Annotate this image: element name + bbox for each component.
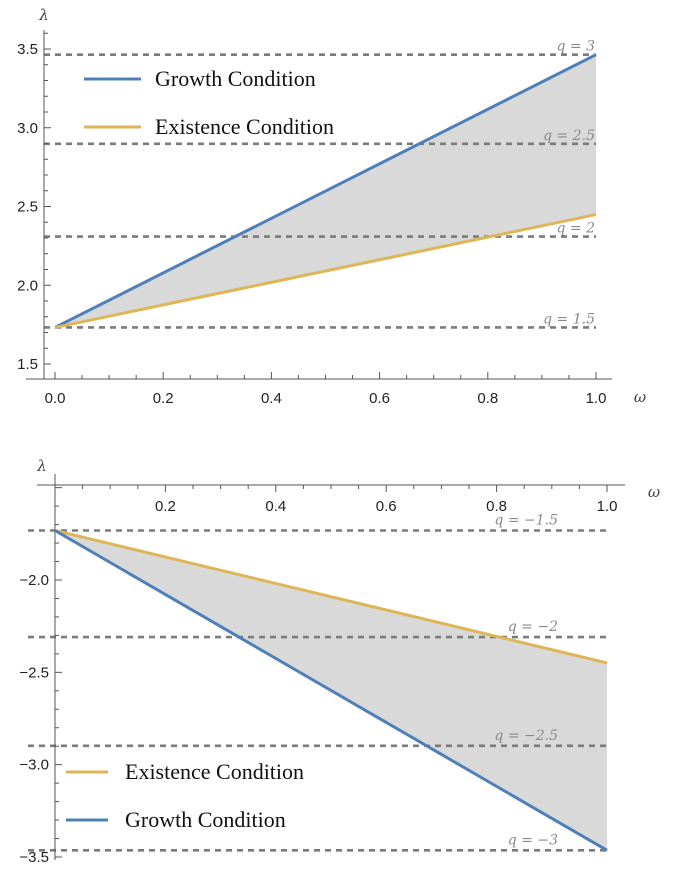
y-tick-label: 3.5 bbox=[17, 41, 38, 58]
x-axis-label: ω bbox=[634, 388, 646, 406]
reference-line-label: q = 1.5 bbox=[543, 311, 595, 327]
legend-label: Growth Condition bbox=[155, 66, 316, 91]
x-tick-label: 0.4 bbox=[261, 390, 282, 407]
series-line bbox=[54, 529, 608, 852]
y-tick-label: −2.0 bbox=[19, 572, 49, 589]
x-tick-label: 0.6 bbox=[376, 498, 397, 515]
reference-line-label: q = −1.5 bbox=[494, 513, 558, 529]
x-tick-label: 0.2 bbox=[153, 390, 174, 407]
reference-line-label: q = −3 bbox=[508, 832, 558, 848]
reference-line-label: q = −2.5 bbox=[494, 728, 558, 744]
x-tick-label: 1.0 bbox=[597, 498, 618, 515]
reference-line-label: q = 3 bbox=[557, 39, 596, 55]
legend-label: Growth Condition bbox=[125, 807, 286, 832]
x-tick-label: 0.8 bbox=[477, 390, 498, 407]
reference-line-label: q = −2 bbox=[508, 619, 558, 635]
y-axis-label: λ bbox=[36, 457, 47, 475]
reference-line-label: q = 2 bbox=[557, 221, 596, 237]
x-tick-label: 1.0 bbox=[586, 390, 607, 407]
x-tick-label: 0.6 bbox=[369, 390, 390, 407]
reference-line-label: q = 2.5 bbox=[543, 128, 595, 144]
y-tick-label: −3.0 bbox=[19, 757, 49, 774]
y-tick-label: 3.0 bbox=[17, 120, 38, 137]
y-tick-label: 2.0 bbox=[17, 277, 38, 294]
x-axis-label: ω bbox=[648, 483, 660, 501]
series-line bbox=[54, 529, 608, 665]
y-tick-label: 2.5 bbox=[17, 199, 38, 216]
y-tick-label: 1.5 bbox=[17, 356, 38, 373]
x-tick-label: 0.8 bbox=[486, 498, 507, 515]
x-tick-label: 0.0 bbox=[45, 390, 66, 407]
x-tick-label: 0.2 bbox=[155, 498, 176, 515]
chart-2: q = −1.5 q = −2 q = −2.5 q = −3 0.2 0.4 0.6 0.8… bbox=[19, 457, 660, 866]
chart-1: q = 3 q = 2.5 q = 2 q = 1.5 0.0 0.2 0.4 0.6 0.8 1… bbox=[17, 6, 646, 407]
y-tick-label: −2.5 bbox=[19, 664, 49, 681]
y-tick-label: −3.5 bbox=[19, 849, 49, 866]
series-line bbox=[54, 213, 597, 329]
legend-label: Existence Condition bbox=[125, 759, 304, 784]
legend-label: Existence Condition bbox=[155, 114, 334, 139]
series-line bbox=[54, 53, 597, 329]
x-tick-label: 0.4 bbox=[265, 498, 286, 515]
y-axis-label: λ bbox=[38, 6, 49, 24]
